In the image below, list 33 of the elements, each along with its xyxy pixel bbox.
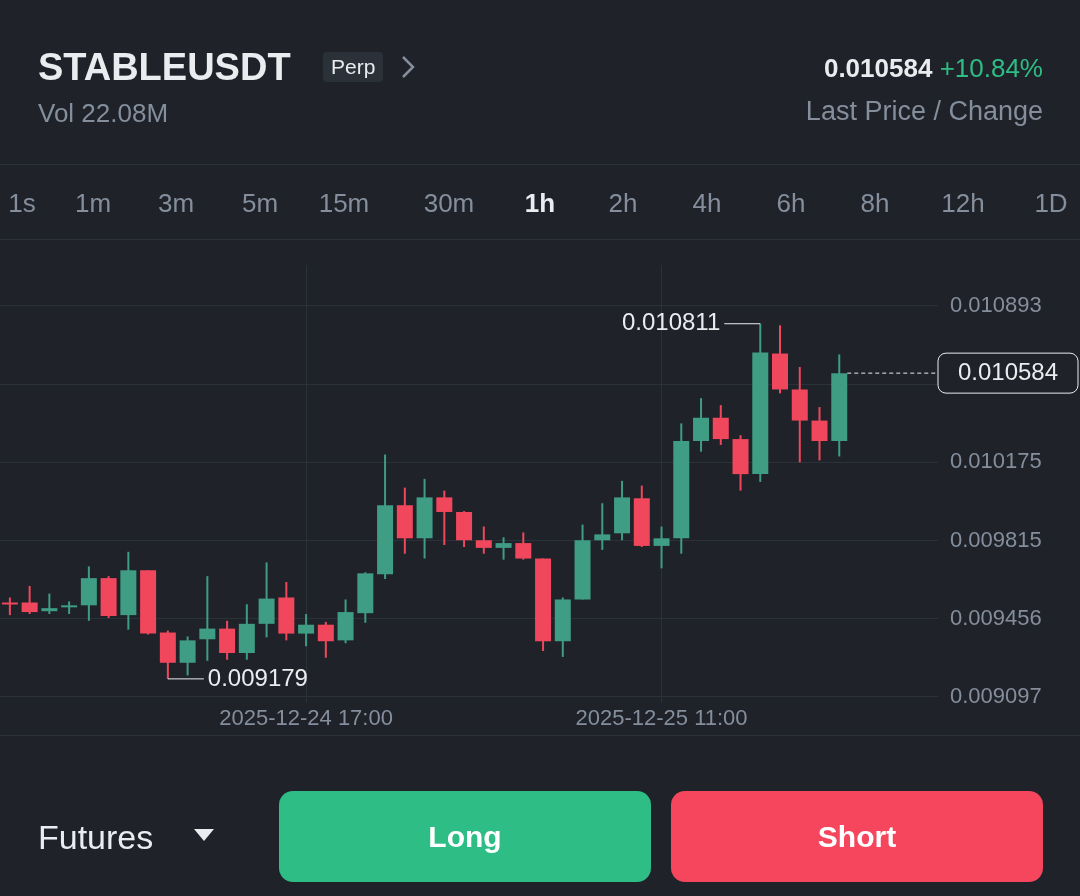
- text: Long: [279, 791, 651, 882]
- y-tick-label: 0.009456: [950, 604, 1042, 630]
- text: 0.010584: [823, 53, 933, 83]
- text: 15m: [317, 188, 371, 219]
- chart-subtitle: Vol 22.08M: [38, 98, 169, 129]
- text: 4h: [691, 188, 723, 219]
- text: Last Price / Change: [805, 96, 1043, 127]
- text: 1h: [523, 188, 557, 219]
- ref-line-label: 0.010584: [957, 357, 1059, 385]
- text: 12h: [940, 188, 986, 219]
- y-tick-label: 0.009097: [950, 682, 1042, 708]
- y-tick-label: 0.009815: [950, 526, 1042, 552]
- annotation: 0.009179: [207, 663, 308, 691]
- text: 1s: [7, 188, 37, 219]
- text: 8h: [859, 188, 891, 219]
- text: 6h: [775, 188, 807, 219]
- text: Short: [671, 791, 1043, 882]
- text: +10.84%: [939, 53, 1043, 83]
- text: 2h: [607, 188, 639, 219]
- chart-title: STABLEUSDT: [38, 46, 291, 89]
- y-tick-label: 0.010175: [950, 448, 1042, 474]
- annotation: 0.010811: [621, 308, 721, 336]
- x-tick-label: 2025-12-24 17:00: [219, 704, 393, 730]
- candlestick: [1, 597, 18, 616]
- x-tick-label: 2025-12-25 11:00: [575, 704, 748, 730]
- y-tick-label: 0.010893: [950, 291, 1042, 317]
- text: Futures: [38, 818, 154, 857]
- text: 1m: [73, 188, 113, 219]
- text: 30m: [422, 188, 476, 219]
- text: Perp: [323, 52, 384, 82]
- text: 3m: [156, 188, 196, 219]
- text: 1D: [1033, 188, 1069, 219]
- text: 5m: [240, 188, 280, 219]
